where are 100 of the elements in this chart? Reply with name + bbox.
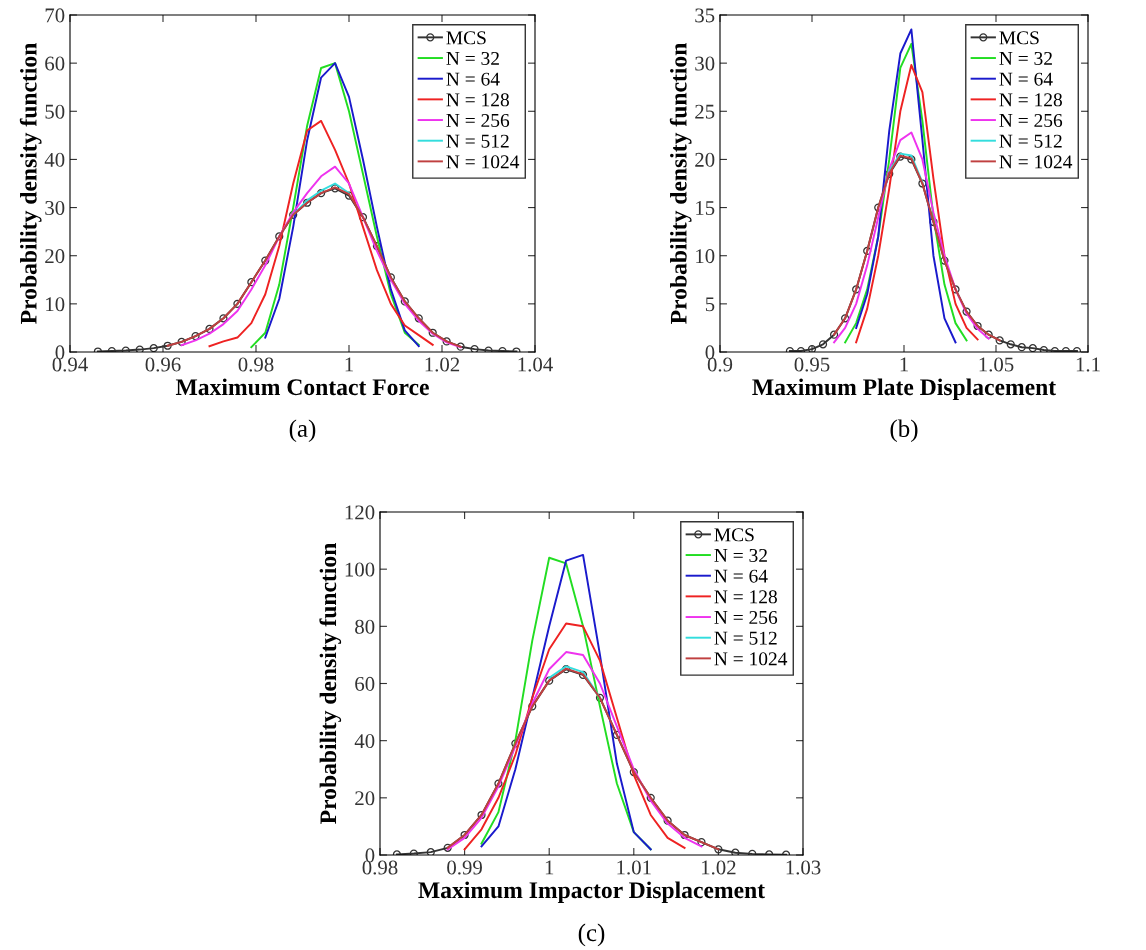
y-tick-label: 70	[45, 8, 65, 23]
point	[400, 297, 409, 306]
point	[414, 314, 423, 323]
point	[807, 345, 817, 352]
y-axis-title: Probability density function	[319, 543, 342, 824]
text: (a)	[289, 419, 316, 443]
legend-label: MCS	[446, 31, 486, 45]
legend-label: N = 1024	[714, 652, 788, 666]
point	[261, 256, 270, 265]
point	[841, 314, 850, 323]
legend-label: N = 1024	[446, 155, 520, 169]
point	[247, 278, 256, 287]
point	[233, 299, 242, 308]
legend-label: N = 128	[714, 590, 777, 604]
y-tick-label: 25	[695, 104, 715, 119]
legend-label: N = 1024	[999, 155, 1073, 169]
y-tick-label: 40	[44, 152, 65, 167]
point	[697, 838, 706, 847]
point	[714, 845, 723, 854]
y-tick-label: 50	[45, 104, 65, 119]
y-tick-label: 60	[355, 676, 375, 691]
line-series	[855, 64, 979, 344]
point	[494, 779, 503, 788]
y-tick-label: 20	[695, 152, 715, 167]
y-tick-label: 20	[355, 791, 375, 806]
legend-label: N = 256	[999, 113, 1063, 128]
point	[973, 321, 982, 331]
point	[428, 328, 437, 337]
x-tick-label: 1	[900, 357, 908, 372]
x-tick-label: 0.98	[238, 357, 274, 372]
line-series	[844, 42, 968, 344]
y-tick-label: 80	[355, 619, 375, 634]
legend-label: N = 64	[714, 569, 768, 583]
legend-label: N = 512	[999, 134, 1062, 148]
point	[177, 337, 186, 346]
point	[612, 730, 621, 740]
x-tick-label: 1.04	[518, 357, 553, 372]
point	[1006, 340, 1015, 349]
point	[303, 198, 312, 207]
x-axis-title: Maximum Impactor Displacement	[418, 881, 765, 903]
legend-label: N = 64	[999, 72, 1053, 86]
point	[829, 330, 839, 339]
x-tick-label: 0.95	[794, 357, 830, 372]
legend-label: MCS	[999, 31, 1039, 45]
point	[205, 324, 214, 333]
x-tick-label: 1.02	[425, 357, 460, 372]
x-tick-label: 0.96	[145, 357, 181, 372]
point	[275, 232, 284, 241]
point	[358, 213, 368, 222]
legend-label: N = 512	[714, 631, 777, 645]
y-tick-label: 40	[354, 734, 375, 749]
x-tick-label: 1	[345, 357, 353, 372]
y-tick-label: 100	[345, 562, 375, 577]
x-tick-label: 1.1	[1076, 357, 1100, 372]
y-tick-label: 30	[45, 200, 65, 215]
point	[219, 314, 228, 323]
point	[477, 810, 486, 820]
point	[918, 179, 927, 188]
point	[562, 665, 571, 674]
legend-label: N = 64	[446, 72, 500, 86]
legend-label: N = 128	[999, 93, 1062, 107]
point	[442, 337, 451, 346]
y-tick-label: 15	[696, 201, 715, 215]
point	[456, 342, 465, 351]
x-tick-label: 1	[545, 860, 554, 875]
text: (b)	[890, 419, 918, 443]
y-tick-label: 10	[696, 249, 715, 264]
y-tick-label: 5	[705, 297, 715, 312]
point	[330, 184, 340, 193]
point	[443, 843, 452, 852]
y-axis-title: Probability density function	[19, 43, 42, 324]
line-series	[463, 622, 686, 851]
point	[149, 344, 158, 352]
legend-label: N = 32	[714, 548, 767, 563]
y-tick-label: 35	[695, 8, 715, 23]
x-axis-title: Maximum Plate Displacement	[752, 378, 1057, 400]
point	[896, 152, 905, 161]
point	[818, 340, 828, 349]
point	[863, 246, 872, 255]
point	[995, 336, 1004, 345]
x-tick-label: 1.05	[979, 357, 1014, 372]
legend-label: MCS	[714, 528, 754, 542]
legend-label: N = 32	[999, 51, 1052, 66]
point	[460, 830, 469, 840]
x-tick-label: 1.02	[702, 860, 736, 875]
legend-label: N = 256	[446, 113, 510, 128]
y-tick-label: 120	[345, 505, 375, 520]
legend-label: N = 256	[714, 610, 778, 625]
y-tick-label: 30	[695, 56, 715, 71]
x-tick-label: 1.03	[786, 860, 821, 875]
point	[852, 285, 861, 294]
x-tick-label: 0.99	[447, 860, 482, 875]
point	[663, 816, 672, 825]
point	[907, 155, 916, 164]
legend-label: N = 128	[446, 93, 509, 107]
point	[940, 256, 949, 265]
point	[629, 768, 638, 777]
point	[1017, 343, 1026, 352]
point	[545, 676, 554, 685]
line-series	[855, 28, 957, 344]
